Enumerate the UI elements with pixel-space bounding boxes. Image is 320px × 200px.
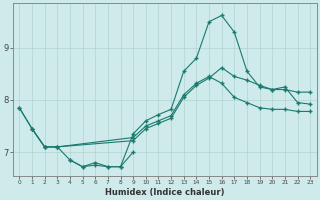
X-axis label: Humidex (Indice chaleur): Humidex (Indice chaleur) xyxy=(105,188,225,197)
